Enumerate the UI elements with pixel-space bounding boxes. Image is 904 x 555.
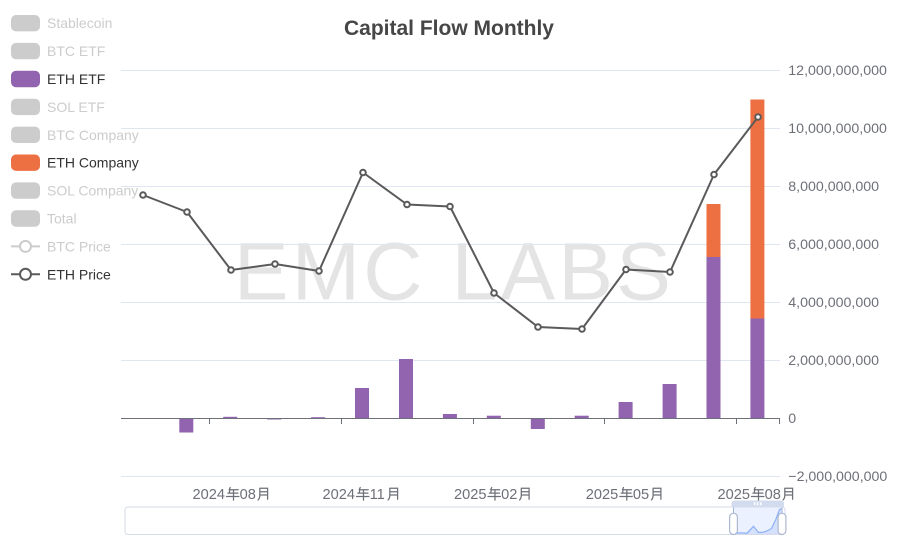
svg-text:Stablecoin: Stablecoin bbox=[47, 15, 112, 31]
svg-text:Total: Total bbox=[47, 211, 77, 227]
svg-text:−2,000,000,000: −2,000,000,000 bbox=[788, 469, 887, 485]
svg-text:2025: 2025 bbox=[454, 487, 486, 503]
svg-text:BTC ETF: BTC ETF bbox=[47, 43, 105, 59]
svg-text:2024: 2024 bbox=[193, 487, 225, 503]
svg-text:11: 11 bbox=[370, 487, 385, 503]
svg-text:Capital Flow Monthly: Capital Flow Monthly bbox=[344, 17, 554, 40]
svg-text:2024: 2024 bbox=[323, 487, 355, 503]
svg-text:4,000,000,000: 4,000,000,000 bbox=[788, 295, 879, 311]
svg-text:2025: 2025 bbox=[718, 487, 750, 503]
svg-text:12,000,000,000: 12,000,000,000 bbox=[788, 63, 887, 79]
svg-text:8,000,000,000: 8,000,000,000 bbox=[788, 179, 879, 195]
svg-text:08: 08 bbox=[765, 487, 781, 503]
svg-text:BTC Price: BTC Price bbox=[47, 238, 111, 254]
svg-text:SOL ETF: SOL ETF bbox=[47, 99, 105, 115]
svg-text:6,000,000,000: 6,000,000,000 bbox=[788, 237, 879, 253]
svg-text:02: 02 bbox=[501, 487, 517, 503]
svg-text:0: 0 bbox=[788, 411, 796, 427]
svg-text:BTC Company: BTC Company bbox=[47, 127, 139, 143]
svg-text:2,000,000,000: 2,000,000,000 bbox=[788, 353, 879, 369]
svg-text:ETH ETF: ETH ETF bbox=[47, 71, 105, 87]
svg-text:10,000,000,000: 10,000,000,000 bbox=[788, 121, 887, 137]
svg-text:05: 05 bbox=[633, 487, 649, 503]
svg-text:SOL Company: SOL Company bbox=[47, 183, 138, 199]
svg-text:EMC LABS: EMC LABS bbox=[234, 227, 674, 318]
svg-text:ETH Price: ETH Price bbox=[47, 266, 111, 282]
svg-text:08: 08 bbox=[240, 487, 256, 503]
svg-text:ETH Company: ETH Company bbox=[47, 155, 139, 171]
svg-text:2025: 2025 bbox=[586, 487, 618, 503]
